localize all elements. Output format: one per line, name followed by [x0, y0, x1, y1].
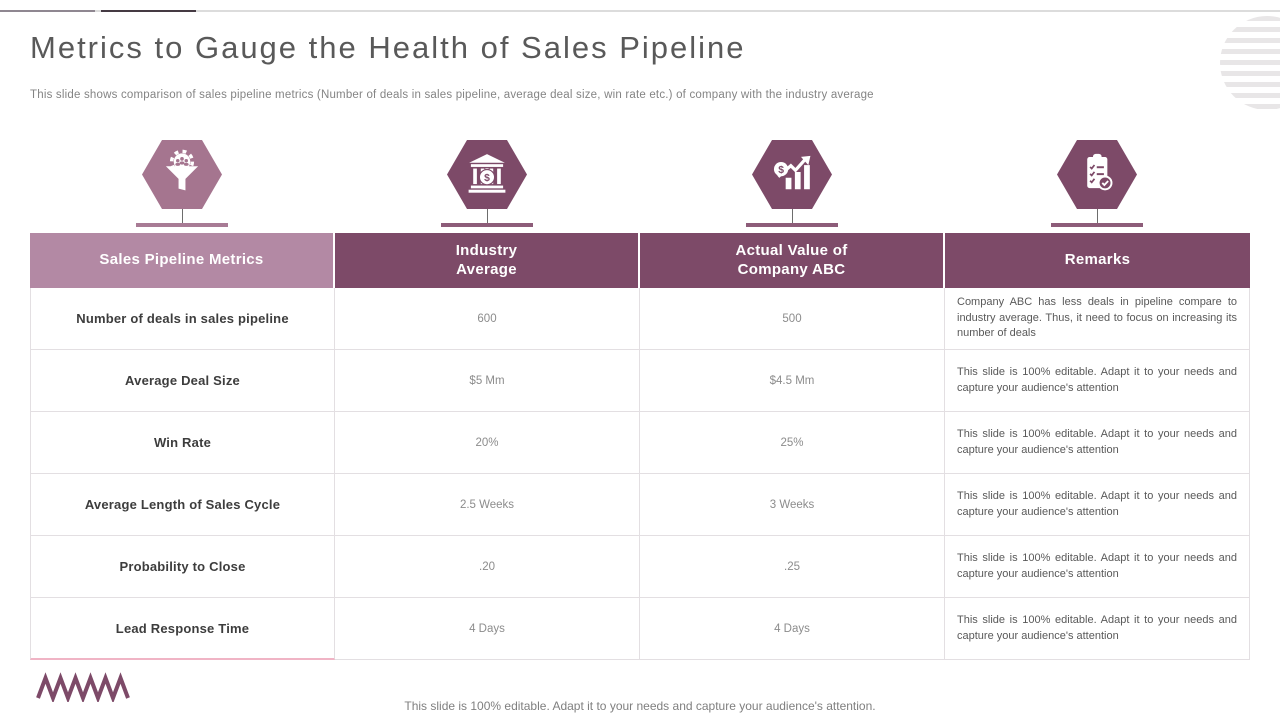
- top-divider-segment-1: [0, 10, 95, 12]
- remark-text: Company ABC has less deals in pipeline c…: [957, 296, 1237, 340]
- page-title: Metrics to Gauge the Health of Sales Pip…: [30, 30, 746, 65]
- metric-label: Probability to Close: [119, 559, 246, 574]
- actual-value: 4 Days: [774, 622, 810, 635]
- table-cell-remark: This slide is 100% editable. Adapt it to…: [945, 412, 1250, 474]
- bank-icon: $: [464, 149, 510, 200]
- signpost-metrics: [117, 140, 247, 227]
- table-cell-remark: This slide is 100% editable. Adapt it to…: [945, 536, 1250, 598]
- table-cell-actual: 4 Days: [640, 598, 945, 660]
- table-cell-remark: Company ABC has less deals in pipeline c…: [945, 288, 1250, 350]
- remark-text: This slide is 100% editable. Adapt it to…: [957, 428, 1237, 456]
- column-header-remarks: Remarks: [945, 233, 1250, 288]
- signpost-stick: [791, 209, 793, 223]
- metric-label: Average Length of Sales Cycle: [84, 497, 281, 512]
- remark-text: This slide is 100% editable. Adapt it to…: [957, 490, 1237, 518]
- table-cell-metric: Number of deals in sales pipeline: [30, 288, 335, 350]
- metric-label: Average Deal Size: [125, 373, 240, 388]
- table-cell-actual: .25: [640, 536, 945, 598]
- table-cell-actual: 3 Weeks: [640, 474, 945, 536]
- actual-value: $4.5 Mm: [769, 374, 815, 387]
- column-header-metrics: Sales Pipeline Metrics: [30, 233, 335, 288]
- signpost-industry: $: [422, 140, 552, 227]
- table-cell-industry: 2.5 Weeks: [335, 474, 640, 536]
- subtitle: This slide shows comparison of sales pip…: [30, 89, 874, 101]
- signpost-stand: [746, 223, 838, 227]
- industry-value: $5 Mm: [469, 374, 505, 387]
- industry-value: .20: [479, 560, 495, 573]
- table-cell-metric: Average Deal Size: [30, 350, 335, 412]
- zigzag-decoration: [36, 672, 134, 707]
- industry-value: 4 Days: [469, 622, 505, 635]
- table-cell-metric: Average Length of Sales Cycle: [30, 474, 335, 536]
- hexagon-shape: [1057, 140, 1137, 209]
- actual-value: .25: [784, 560, 800, 573]
- growth-chart-icon: $: [769, 149, 815, 200]
- table-cell-remark: This slide is 100% editable. Adapt it to…: [945, 474, 1250, 536]
- industry-value: 20%: [475, 436, 499, 449]
- top-divider-segment-2: [101, 10, 196, 12]
- table-cell-metric: Lead Response Time: [30, 598, 335, 660]
- column-header-industry-average: Industry Average: [335, 233, 640, 288]
- hexagon-shape: [142, 140, 222, 209]
- table-cell-industry: 600: [335, 288, 640, 350]
- signpost-stick: [486, 209, 488, 223]
- table-cell-actual: 25%: [640, 412, 945, 474]
- metric-label: Lead Response Time: [115, 620, 250, 636]
- svg-text:$: $: [484, 173, 490, 184]
- svg-text:$: $: [778, 165, 784, 176]
- metrics-table: Sales Pipeline Metrics Industry Average …: [30, 233, 1250, 660]
- remark-text: This slide is 100% editable. Adapt it to…: [957, 366, 1237, 394]
- funnel-gear-icon: [159, 149, 205, 200]
- table-cell-metric: Probability to Close: [30, 536, 335, 598]
- table-cell-industry: .20: [335, 536, 640, 598]
- table-cell-metric: Win Rate: [30, 412, 335, 474]
- remark-text: This slide is 100% editable. Adapt it to…: [957, 552, 1237, 580]
- signpost-remarks: [1032, 140, 1162, 227]
- actual-value: 25%: [780, 436, 804, 449]
- top-divider-line: [0, 10, 1280, 12]
- signpost-stick: [181, 209, 183, 223]
- signpost-stand: [136, 223, 228, 227]
- table-cell-industry: 4 Days: [335, 598, 640, 660]
- table-cell-industry: 20%: [335, 412, 640, 474]
- hexagon-shape: $: [752, 140, 832, 209]
- actual-value: 3 Weeks: [769, 498, 815, 511]
- column-header-actual-value: Actual Value of Company ABC: [640, 233, 945, 288]
- signpost-stand: [441, 223, 533, 227]
- signpost-stick: [1096, 209, 1098, 223]
- remark-text: This slide is 100% editable. Adapt it to…: [957, 614, 1237, 642]
- metric-label: Win Rate: [153, 435, 212, 450]
- signpost-stand: [1051, 223, 1143, 227]
- actual-value: 500: [782, 312, 802, 325]
- signpost-actual-value: $: [727, 140, 857, 227]
- table-cell-industry: $5 Mm: [335, 350, 640, 412]
- industry-value: 2.5 Weeks: [459, 498, 515, 511]
- hexagon-shape: $: [447, 140, 527, 209]
- industry-value: 600: [477, 312, 497, 325]
- checklist-icon: [1074, 149, 1120, 200]
- table-cell-actual: 500: [640, 288, 945, 350]
- table-cell-remark: This slide is 100% editable. Adapt it to…: [945, 350, 1250, 412]
- footer-note: This slide is 100% editable. Adapt it to…: [404, 699, 876, 713]
- striped-circle-decoration: [1220, 16, 1280, 110]
- table-cell-remark: This slide is 100% editable. Adapt it to…: [945, 598, 1250, 660]
- metric-label: Number of deals in sales pipeline: [76, 311, 289, 326]
- table-cell-actual: $4.5 Mm: [640, 350, 945, 412]
